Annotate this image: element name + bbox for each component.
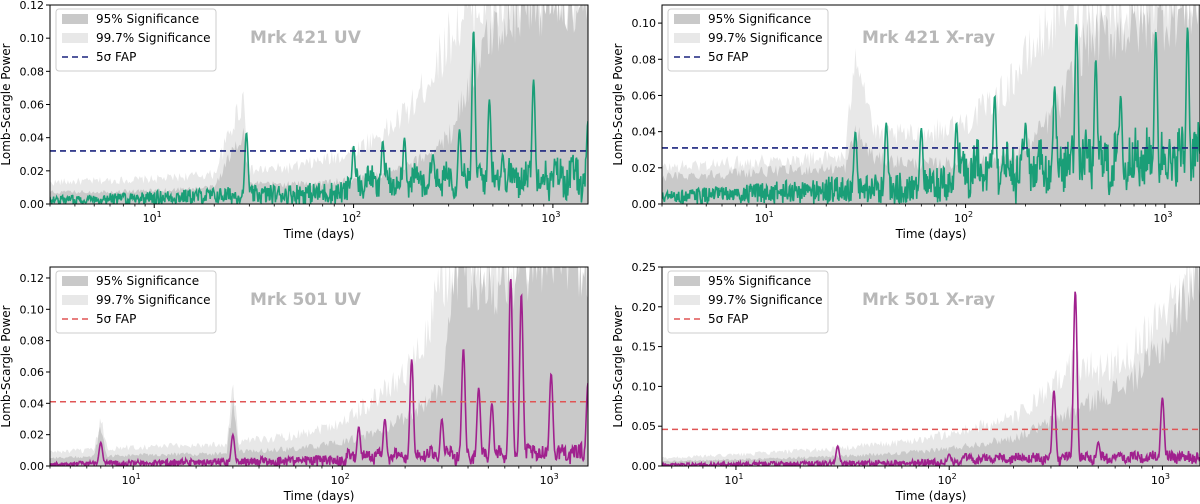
y-tick-label: 0.20 <box>632 301 657 314</box>
legend-label-95: 95% Significance <box>708 12 811 26</box>
y-tick-label: 0.06 <box>20 366 45 379</box>
x-tick-label: 101 <box>724 472 743 487</box>
x-tick-label: 102 <box>938 472 957 487</box>
plot-frame <box>661 4 1200 205</box>
y-tick-label: 0.10 <box>20 303 45 316</box>
y-tick-label: 0.10 <box>632 17 657 30</box>
y-tick-label: 0.02 <box>20 429 45 442</box>
plot-area <box>50 267 588 466</box>
y-tick-label: 0.06 <box>20 99 45 112</box>
significance-95-band <box>662 267 1200 466</box>
panel-title: Mrk 501 UV <box>250 290 362 310</box>
legend-label-997: 99.7% Significance <box>708 31 823 45</box>
legend-swatch-95 <box>674 276 700 286</box>
chart-panel: 0.00 0.02 0.04 0.06 0.08 0.10 0.12 101 102 103 Tim… <box>0 0 589 241</box>
legend-swatch-95 <box>62 276 88 286</box>
y-tick-label: 0.02 <box>20 165 45 178</box>
y-tick-label: 0.00 <box>20 460 45 473</box>
periodogram-line <box>50 31 588 204</box>
y-axis-label: Lomb-Scargle Power <box>611 305 625 427</box>
significance-95-band <box>50 5 588 204</box>
x-axis-label: Time (days) <box>283 489 355 503</box>
plot-frame <box>49 266 589 467</box>
legend-box <box>55 270 217 334</box>
y-tick-label: 0.05 <box>632 420 657 433</box>
legend-label-997: 99.7% Significance <box>708 293 823 307</box>
legend-box <box>55 8 217 72</box>
y-tick-label: 0.00 <box>632 460 657 473</box>
legend: 95% Significance 99.7% Significance 5σ FAP <box>55 8 217 72</box>
periodogram-line <box>662 24 1200 204</box>
legend-swatch-997 <box>62 33 88 43</box>
y-tick-label: 0.10 <box>632 380 657 393</box>
legend-box <box>667 8 829 72</box>
y-tick-label: 0.04 <box>20 132 45 145</box>
legend-box <box>667 270 829 334</box>
chart-panel: 0.00 0.05 0.10 0.15 0.20 0.25 101 102 103 Time (d… <box>611 261 1200 503</box>
legend-swatch-997 <box>62 295 88 305</box>
plot-area <box>662 5 1200 204</box>
y-tick-label: 0.15 <box>632 341 657 354</box>
chart-panel: 0.00 0.02 0.04 0.06 0.08 0.10 0.12 101 102 103 Tim… <box>0 266 589 503</box>
plot-area <box>50 5 588 204</box>
y-axis-label: Lomb-Scargle Power <box>0 43 13 165</box>
legend: 95% Significance 99.7% Significance 5σ FAP <box>667 8 829 72</box>
legend-label-95: 95% Significance <box>96 12 199 26</box>
legend: 95% Significance 99.7% Significance 5σ FAP <box>667 270 829 334</box>
legend-label-fap: 5σ FAP <box>708 312 748 326</box>
x-tick-label: 102 <box>331 472 350 487</box>
y-tick-label: 0.08 <box>20 335 45 348</box>
legend-swatch-997 <box>674 33 700 43</box>
y-axis-label: Lomb-Scargle Power <box>0 305 13 427</box>
y-tick-label: 0.08 <box>20 65 45 78</box>
periodogram-line <box>50 279 588 466</box>
x-tick-label: 102 <box>954 210 973 225</box>
panel-title: Mrk 421 UV <box>250 28 362 48</box>
x-tick-label: 103 <box>540 472 559 487</box>
legend-swatch-95 <box>62 14 88 24</box>
x-tick-label: 102 <box>342 210 361 225</box>
y-tick-label: 0.02 <box>632 162 657 175</box>
significance-95-band <box>50 267 588 466</box>
x-tick-label: 103 <box>541 210 560 225</box>
x-tick-label: 101 <box>122 472 141 487</box>
panel-title: Mrk 421 X-ray <box>862 28 995 48</box>
x-axis-label: Time (days) <box>895 227 967 241</box>
x-tick-label: 101 <box>143 210 162 225</box>
x-tick-label: 103 <box>1153 210 1172 225</box>
legend-label-fap: 5σ FAP <box>96 312 136 326</box>
legend: 95% Significance 99.7% Significance 5σ FAP <box>55 270 217 334</box>
x-tick-label: 103 <box>1151 472 1170 487</box>
y-tick-label: 0.00 <box>632 198 657 211</box>
legend-label-95: 95% Significance <box>96 274 199 288</box>
y-tick-label: 0.04 <box>20 397 45 410</box>
y-tick-label: 0.00 <box>20 198 45 211</box>
legend-label-95: 95% Significance <box>708 274 811 288</box>
legend-label-fap: 5σ FAP <box>96 50 136 64</box>
y-tick-label: 0.06 <box>632 89 657 102</box>
x-tick-label: 101 <box>755 210 774 225</box>
legend-label-997: 99.7% Significance <box>96 293 211 307</box>
legend-label-997: 99.7% Significance <box>96 31 211 45</box>
legend-swatch-95 <box>674 14 700 24</box>
significance-997-band <box>662 267 1200 466</box>
y-axis-label: Lomb-Scargle Power <box>611 43 625 165</box>
legend-swatch-997 <box>674 295 700 305</box>
x-axis-label: Time (days) <box>895 489 967 503</box>
y-tick-label: 0.25 <box>632 261 657 274</box>
chart-panel: 0.00 0.02 0.04 0.06 0.08 0.10 101 102 103 Time (d… <box>611 4 1200 241</box>
legend-label-fap: 5σ FAP <box>708 50 748 64</box>
y-tick-label: 0.10 <box>20 32 45 45</box>
y-tick-label: 0.04 <box>632 126 657 139</box>
y-tick-label: 0.12 <box>20 272 45 285</box>
y-tick-label: 0.12 <box>20 0 45 12</box>
x-axis-label: Time (days) <box>283 227 355 241</box>
plot-frame <box>661 266 1200 467</box>
y-tick-label: 0.08 <box>632 53 657 66</box>
panel-title: Mrk 501 X-ray <box>862 290 995 310</box>
